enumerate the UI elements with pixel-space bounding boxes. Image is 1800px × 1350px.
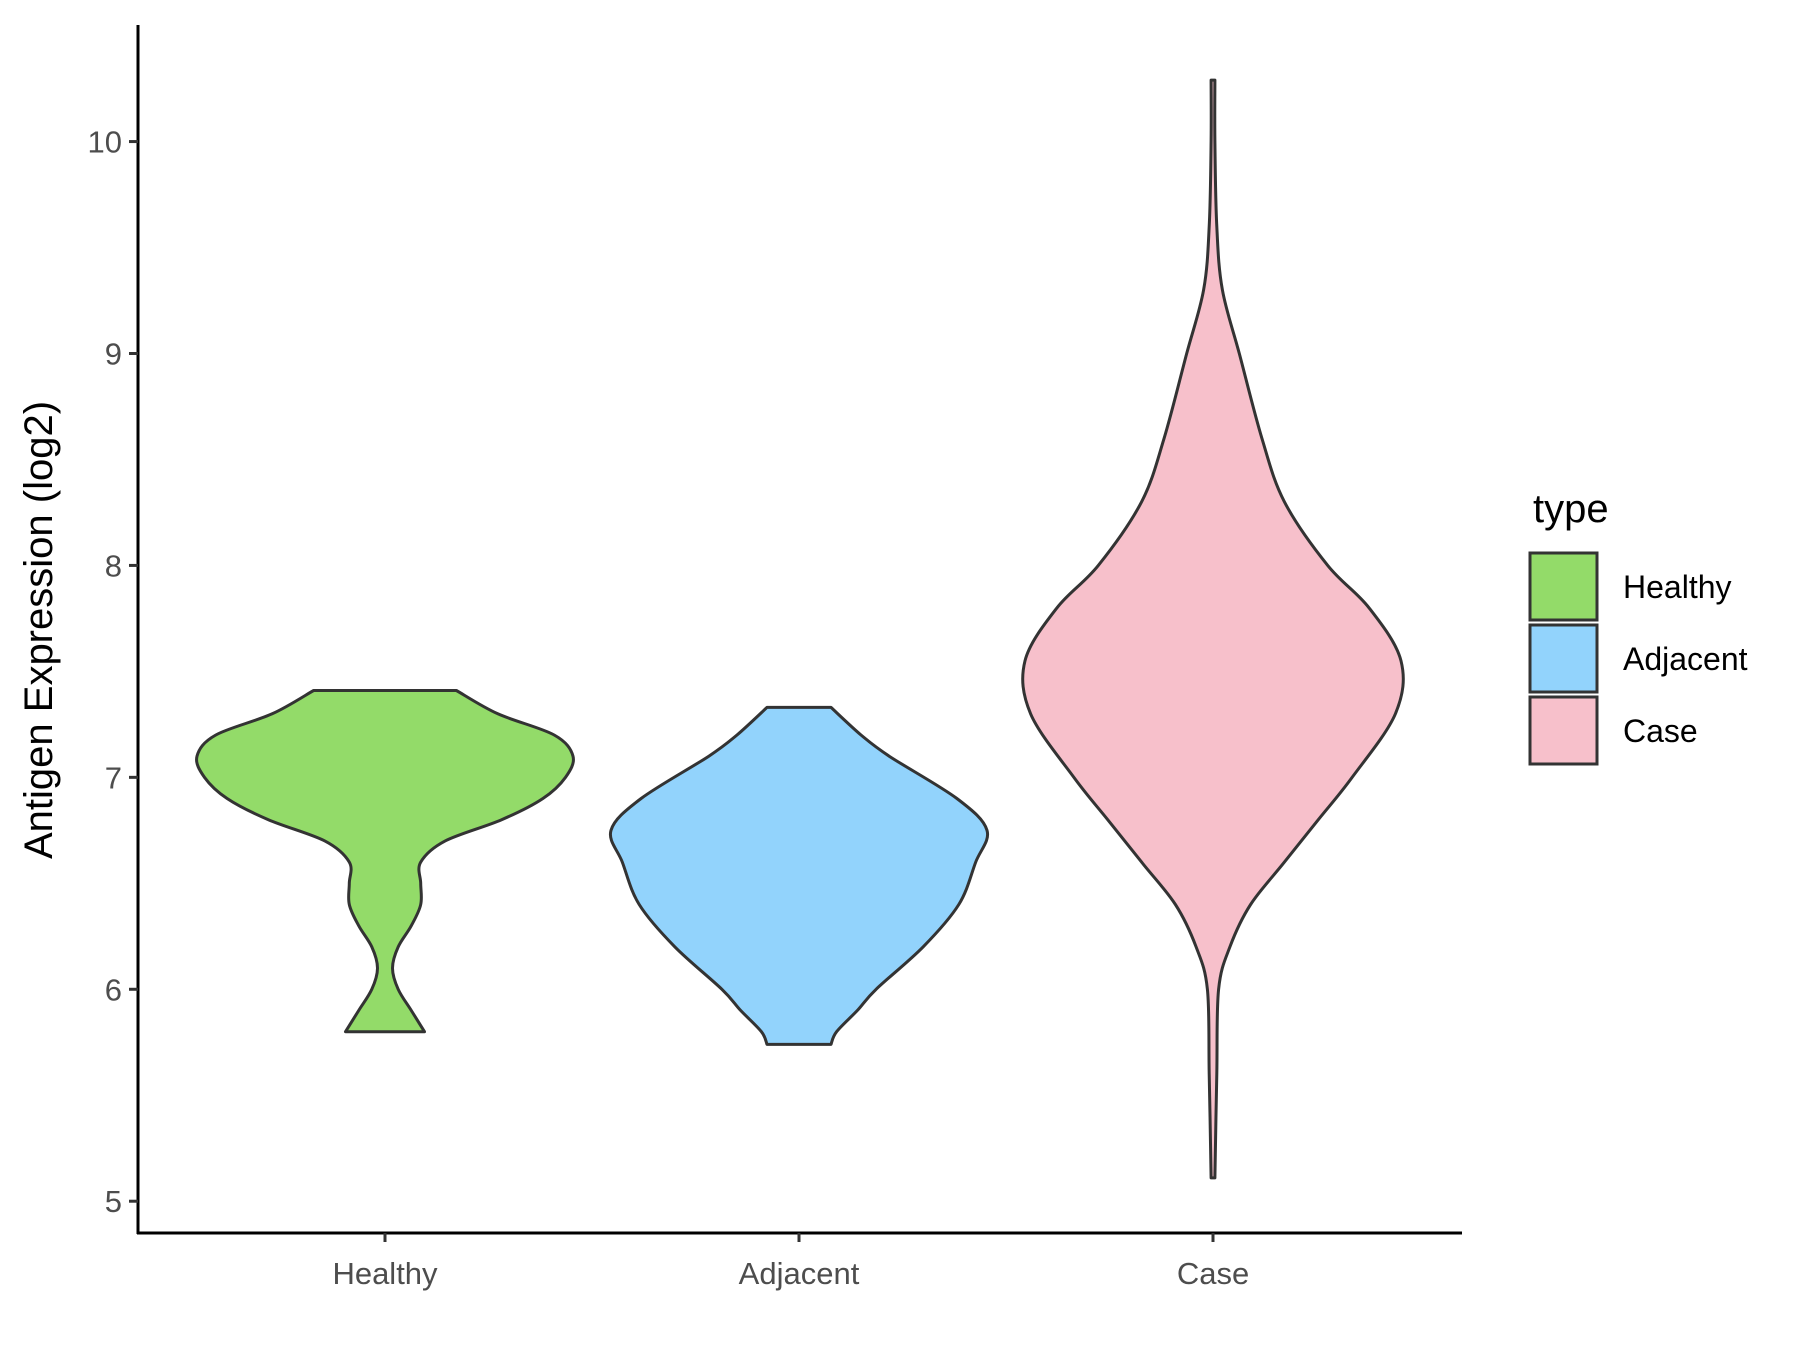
legend-label-adjacent: Adjacent [1623, 641, 1748, 677]
y-tick-label: 9 [105, 336, 122, 371]
x-tick-label: Case [1177, 1256, 1249, 1291]
violin-case [1021, 78, 1405, 1180]
x-tick-label: Adjacent [739, 1256, 860, 1291]
legend-key-case [1528, 695, 1599, 766]
y-tick-label: 6 [105, 972, 122, 1007]
y-tick-label: 7 [105, 760, 122, 795]
y-tick-label: 5 [105, 1184, 122, 1219]
violin-healthy [195, 689, 575, 1034]
legend-label-case: Case [1623, 713, 1698, 749]
x-tick-label: Healthy [332, 1256, 438, 1291]
legend-title: type [1533, 487, 1609, 531]
y-axis-title: Antigen Expression (log2) [17, 401, 61, 859]
legend-key-adjacent [1528, 623, 1599, 694]
axes-layer: 5 6 7 8 9 10 Healthy Adjacent Case [88, 25, 1462, 1291]
y-tick-label: 10 [88, 125, 122, 160]
legend-key-healthy [1528, 551, 1599, 622]
legend: type Healthy Adjacent Case [1528, 487, 1748, 766]
violins-layer [195, 78, 1405, 1180]
legend-label-healthy: Healthy [1623, 569, 1732, 605]
violin-adjacent [608, 705, 990, 1046]
y-tick-label: 8 [105, 548, 122, 583]
